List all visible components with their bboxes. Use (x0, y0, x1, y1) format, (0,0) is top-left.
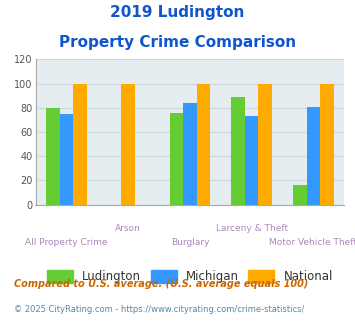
Legend: Ludington, Michigan, National: Ludington, Michigan, National (42, 266, 338, 288)
Text: Property Crime Comparison: Property Crime Comparison (59, 35, 296, 50)
Bar (197, 83, 210, 205)
Bar (320, 83, 334, 205)
Bar (73, 83, 87, 205)
Bar (183, 103, 197, 205)
Text: Motor Vehicle Theft: Motor Vehicle Theft (269, 238, 355, 247)
Bar (121, 83, 135, 205)
Text: © 2025 CityRating.com - https://www.cityrating.com/crime-statistics/: © 2025 CityRating.com - https://www.city… (14, 305, 305, 314)
Text: Larceny & Theft: Larceny & Theft (215, 224, 288, 233)
Bar (245, 116, 258, 205)
Text: Compared to U.S. average. (U.S. average equals 100): Compared to U.S. average. (U.S. average … (14, 279, 308, 289)
Bar (170, 113, 183, 205)
Bar (258, 83, 272, 205)
Bar (231, 97, 245, 205)
Bar (293, 185, 307, 205)
Bar (60, 114, 73, 205)
Bar (46, 108, 60, 205)
Text: Burglary: Burglary (171, 238, 209, 247)
Text: All Property Crime: All Property Crime (25, 238, 108, 247)
Bar (307, 107, 320, 205)
Text: Arson: Arson (115, 224, 141, 233)
Text: 2019 Ludington: 2019 Ludington (110, 5, 245, 20)
